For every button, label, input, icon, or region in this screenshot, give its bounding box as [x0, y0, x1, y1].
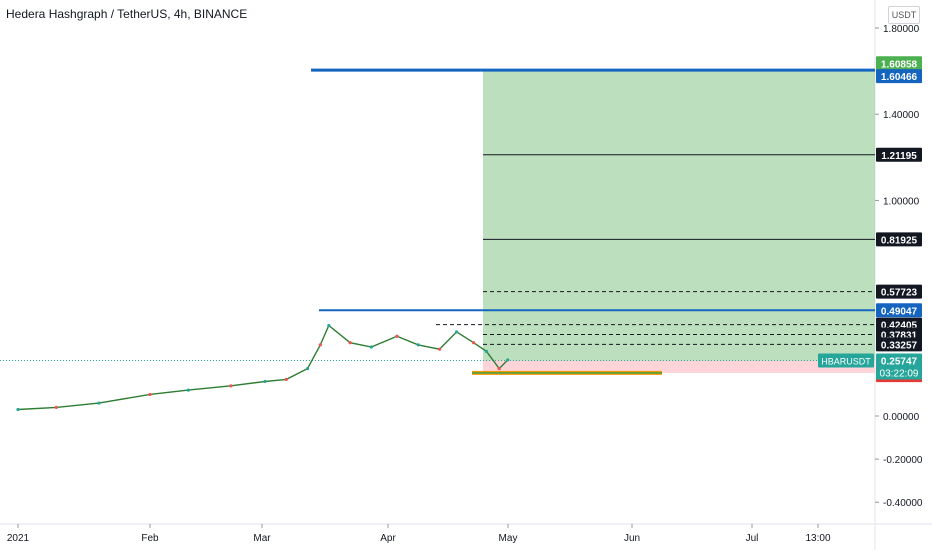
level-badge: 1.21195: [881, 151, 917, 162]
stop-box-inner: [472, 371, 662, 374]
price-series-line: [17, 324, 509, 411]
level-badge: 1.60466: [881, 72, 918, 83]
price-point: [348, 341, 352, 345]
price-point: [284, 377, 288, 381]
currency-button[interactable]: USDT: [888, 6, 920, 24]
level-badge: 0.37831: [881, 330, 918, 341]
level-badge: 0.57723: [881, 288, 918, 299]
price-point: [327, 323, 331, 328]
level-badge-bg: [876, 303, 922, 318]
price-point: [305, 366, 310, 371]
last-price-badge-bg: [876, 353, 922, 380]
price-point: [506, 358, 510, 362]
price-point: [148, 392, 152, 397]
price-point: [416, 343, 420, 347]
y-tick-label: 1.40000: [883, 110, 920, 121]
price-point: [484, 349, 488, 353]
price-point: [454, 330, 459, 334]
price-point: [97, 401, 101, 405]
price-point: [54, 405, 58, 409]
x-tick-label: Mar: [253, 533, 271, 544]
profit-zone: [483, 69, 875, 361]
x-tick-label: Apr: [380, 533, 396, 544]
price-point: [318, 343, 322, 347]
level-badge-bg: [876, 56, 922, 71]
level-badge: 1.60858: [881, 59, 918, 70]
loss-zone: [483, 360, 875, 373]
x-tick-label: May: [499, 533, 518, 544]
y-tick-label: 0.00000: [883, 412, 920, 423]
level-badge-bg: [876, 147, 922, 162]
x-tick-label: 13:00: [805, 533, 830, 544]
level-badge: 0.42405: [881, 321, 918, 332]
price-point: [263, 379, 267, 384]
symbol-tag: HBARUSDT: [821, 357, 871, 367]
last-price-value: 0.25747: [881, 357, 918, 368]
y-tick-label: -0.40000: [883, 498, 923, 509]
x-tick-label: Jun: [624, 533, 640, 544]
level-badge: 0.81925: [881, 235, 918, 246]
level-badge-bg: [876, 232, 922, 247]
y-tick-label: -0.20000: [883, 455, 923, 466]
price-point: [369, 345, 374, 349]
level-badge-bg: [876, 284, 922, 299]
x-tick-label: Feb: [141, 533, 159, 544]
level-badge-bg: [876, 337, 922, 352]
x-tick-label: Jul: [746, 533, 759, 544]
symbol-tag-bg: [818, 353, 874, 368]
last-price-countdown: 03:22:09: [880, 369, 919, 380]
chart-title: Hedera Hashgraph / TetherUS, 4h, BINANCE: [6, 7, 248, 21]
y-tick-label: 1.00000: [883, 196, 920, 207]
price-point: [395, 334, 399, 338]
x-tick-label: 2021: [7, 533, 30, 544]
price-point: [437, 347, 442, 351]
y-tick-label: 1.80000: [883, 24, 920, 35]
level-badge-bg: [876, 69, 922, 84]
price-point: [229, 384, 233, 388]
price-point: [16, 407, 20, 412]
price-point: [497, 366, 501, 371]
level-badge: 0.49047: [881, 306, 918, 317]
level-badge: 0.33257: [881, 340, 918, 351]
price-point: [472, 341, 476, 345]
price-point: [186, 388, 190, 392]
